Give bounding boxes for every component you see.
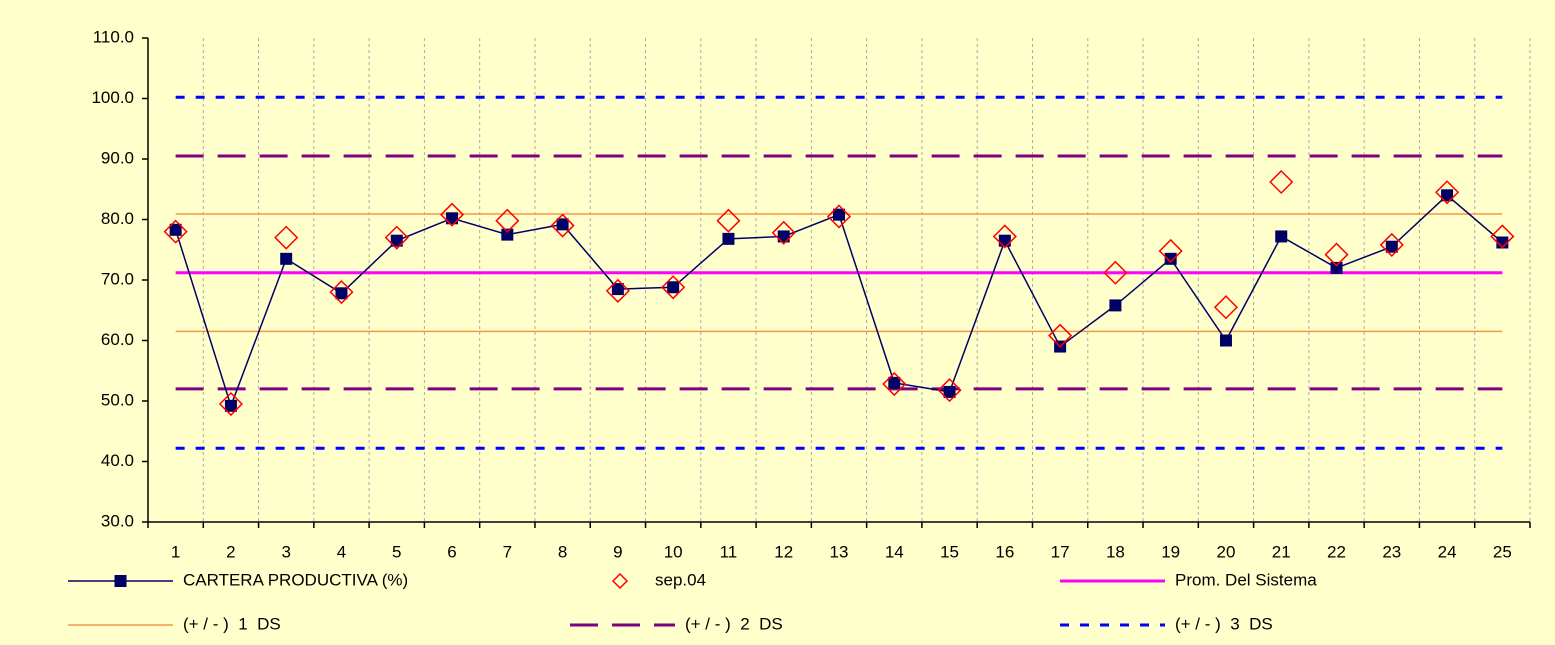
legend-label: CARTERA PRODUCTIVA (%) (183, 570, 408, 589)
point (1490, 224, 1515, 249)
x-tick-label: 4 (337, 542, 346, 561)
point (771, 220, 796, 245)
x-tick-label: 5 (392, 542, 401, 561)
point (605, 278, 630, 303)
legend-label: sep.04 (655, 570, 706, 589)
x-tick-label: 19 (1161, 542, 1180, 561)
y-tick-label: 100.0 (91, 88, 134, 107)
x-tick-label: 14 (885, 542, 904, 561)
point (1275, 230, 1288, 243)
point (163, 219, 188, 244)
x-tick-label: 11 (720, 542, 738, 561)
legend-label: Prom. Del Sistema (1175, 570, 1317, 589)
point (501, 228, 514, 241)
point (943, 385, 956, 398)
x-tick-label: 13 (830, 542, 849, 561)
x-tick-label: 20 (1216, 542, 1235, 561)
point (274, 225, 299, 250)
point (446, 212, 459, 225)
x-tick-label: 3 (281, 542, 290, 561)
x-tick-label: 12 (774, 542, 793, 561)
point (1213, 295, 1239, 320)
point (992, 224, 1017, 249)
x-tick-label: 23 (1382, 542, 1401, 561)
x-tick-label: 7 (503, 542, 512, 561)
point (439, 202, 465, 227)
x-tick-label: 15 (940, 542, 959, 561)
point (1324, 242, 1349, 267)
point (1441, 189, 1454, 202)
point (722, 232, 735, 245)
point (1330, 261, 1343, 274)
point (390, 234, 403, 247)
point (384, 225, 409, 250)
point (667, 281, 680, 294)
y-tick-label: 60.0 (101, 330, 134, 349)
legend-label: (+ / - ) 3 DS (1175, 614, 1273, 633)
y-tick-label: 70.0 (101, 269, 134, 288)
y-tick-label: 50.0 (101, 390, 134, 409)
point (1048, 323, 1073, 348)
point (998, 234, 1011, 247)
point (1109, 299, 1122, 312)
point (495, 208, 520, 233)
x-tick-label: 22 (1327, 542, 1346, 561)
x-tick-label: 17 (1051, 542, 1070, 561)
point (1158, 238, 1183, 264)
x-tick-label: 1 (171, 542, 180, 561)
x-tick-label: 2 (226, 542, 235, 561)
point (550, 213, 575, 238)
x-tick-label: 10 (664, 542, 683, 561)
x-tick-label: 16 (995, 542, 1014, 561)
y-tick-label: 90.0 (101, 148, 134, 167)
legend-swatch (114, 575, 127, 587)
point (661, 275, 686, 300)
x-tick-label: 6 (447, 542, 456, 561)
point (611, 283, 624, 296)
point (335, 287, 348, 300)
point (1385, 240, 1398, 253)
legend-swatch (611, 572, 629, 590)
point (888, 376, 901, 389)
x-tick-label: 18 (1106, 542, 1125, 561)
point (224, 399, 237, 412)
point (1164, 252, 1177, 265)
x-tick-label: 9 (613, 542, 622, 561)
y-tick-label: 110.0 (93, 27, 134, 46)
legend-label: (+ / - ) 1 DS (183, 614, 281, 633)
point (833, 208, 845, 221)
point (329, 280, 354, 305)
point (169, 223, 182, 236)
point (1103, 260, 1128, 285)
point (716, 208, 741, 233)
point (556, 218, 569, 231)
point (1435, 180, 1460, 205)
point (777, 230, 790, 243)
x-tick-label: 8 (558, 542, 567, 561)
point (882, 371, 907, 397)
point (1219, 334, 1232, 347)
legend-label: (+ / - ) 2 DS (685, 614, 783, 633)
x-tick-label: 21 (1272, 542, 1291, 561)
y-tick-label: 40.0 (101, 451, 134, 470)
y-tick-label: 80.0 (101, 209, 134, 228)
point (1269, 169, 1294, 195)
x-tick-label: 24 (1438, 542, 1457, 561)
point (280, 252, 293, 265)
point (1379, 232, 1404, 257)
point (937, 378, 962, 403)
point (218, 391, 243, 417)
point (826, 204, 852, 229)
y-tick-label: 30.0 (101, 511, 134, 530)
x-tick-label: 25 (1493, 542, 1512, 561)
